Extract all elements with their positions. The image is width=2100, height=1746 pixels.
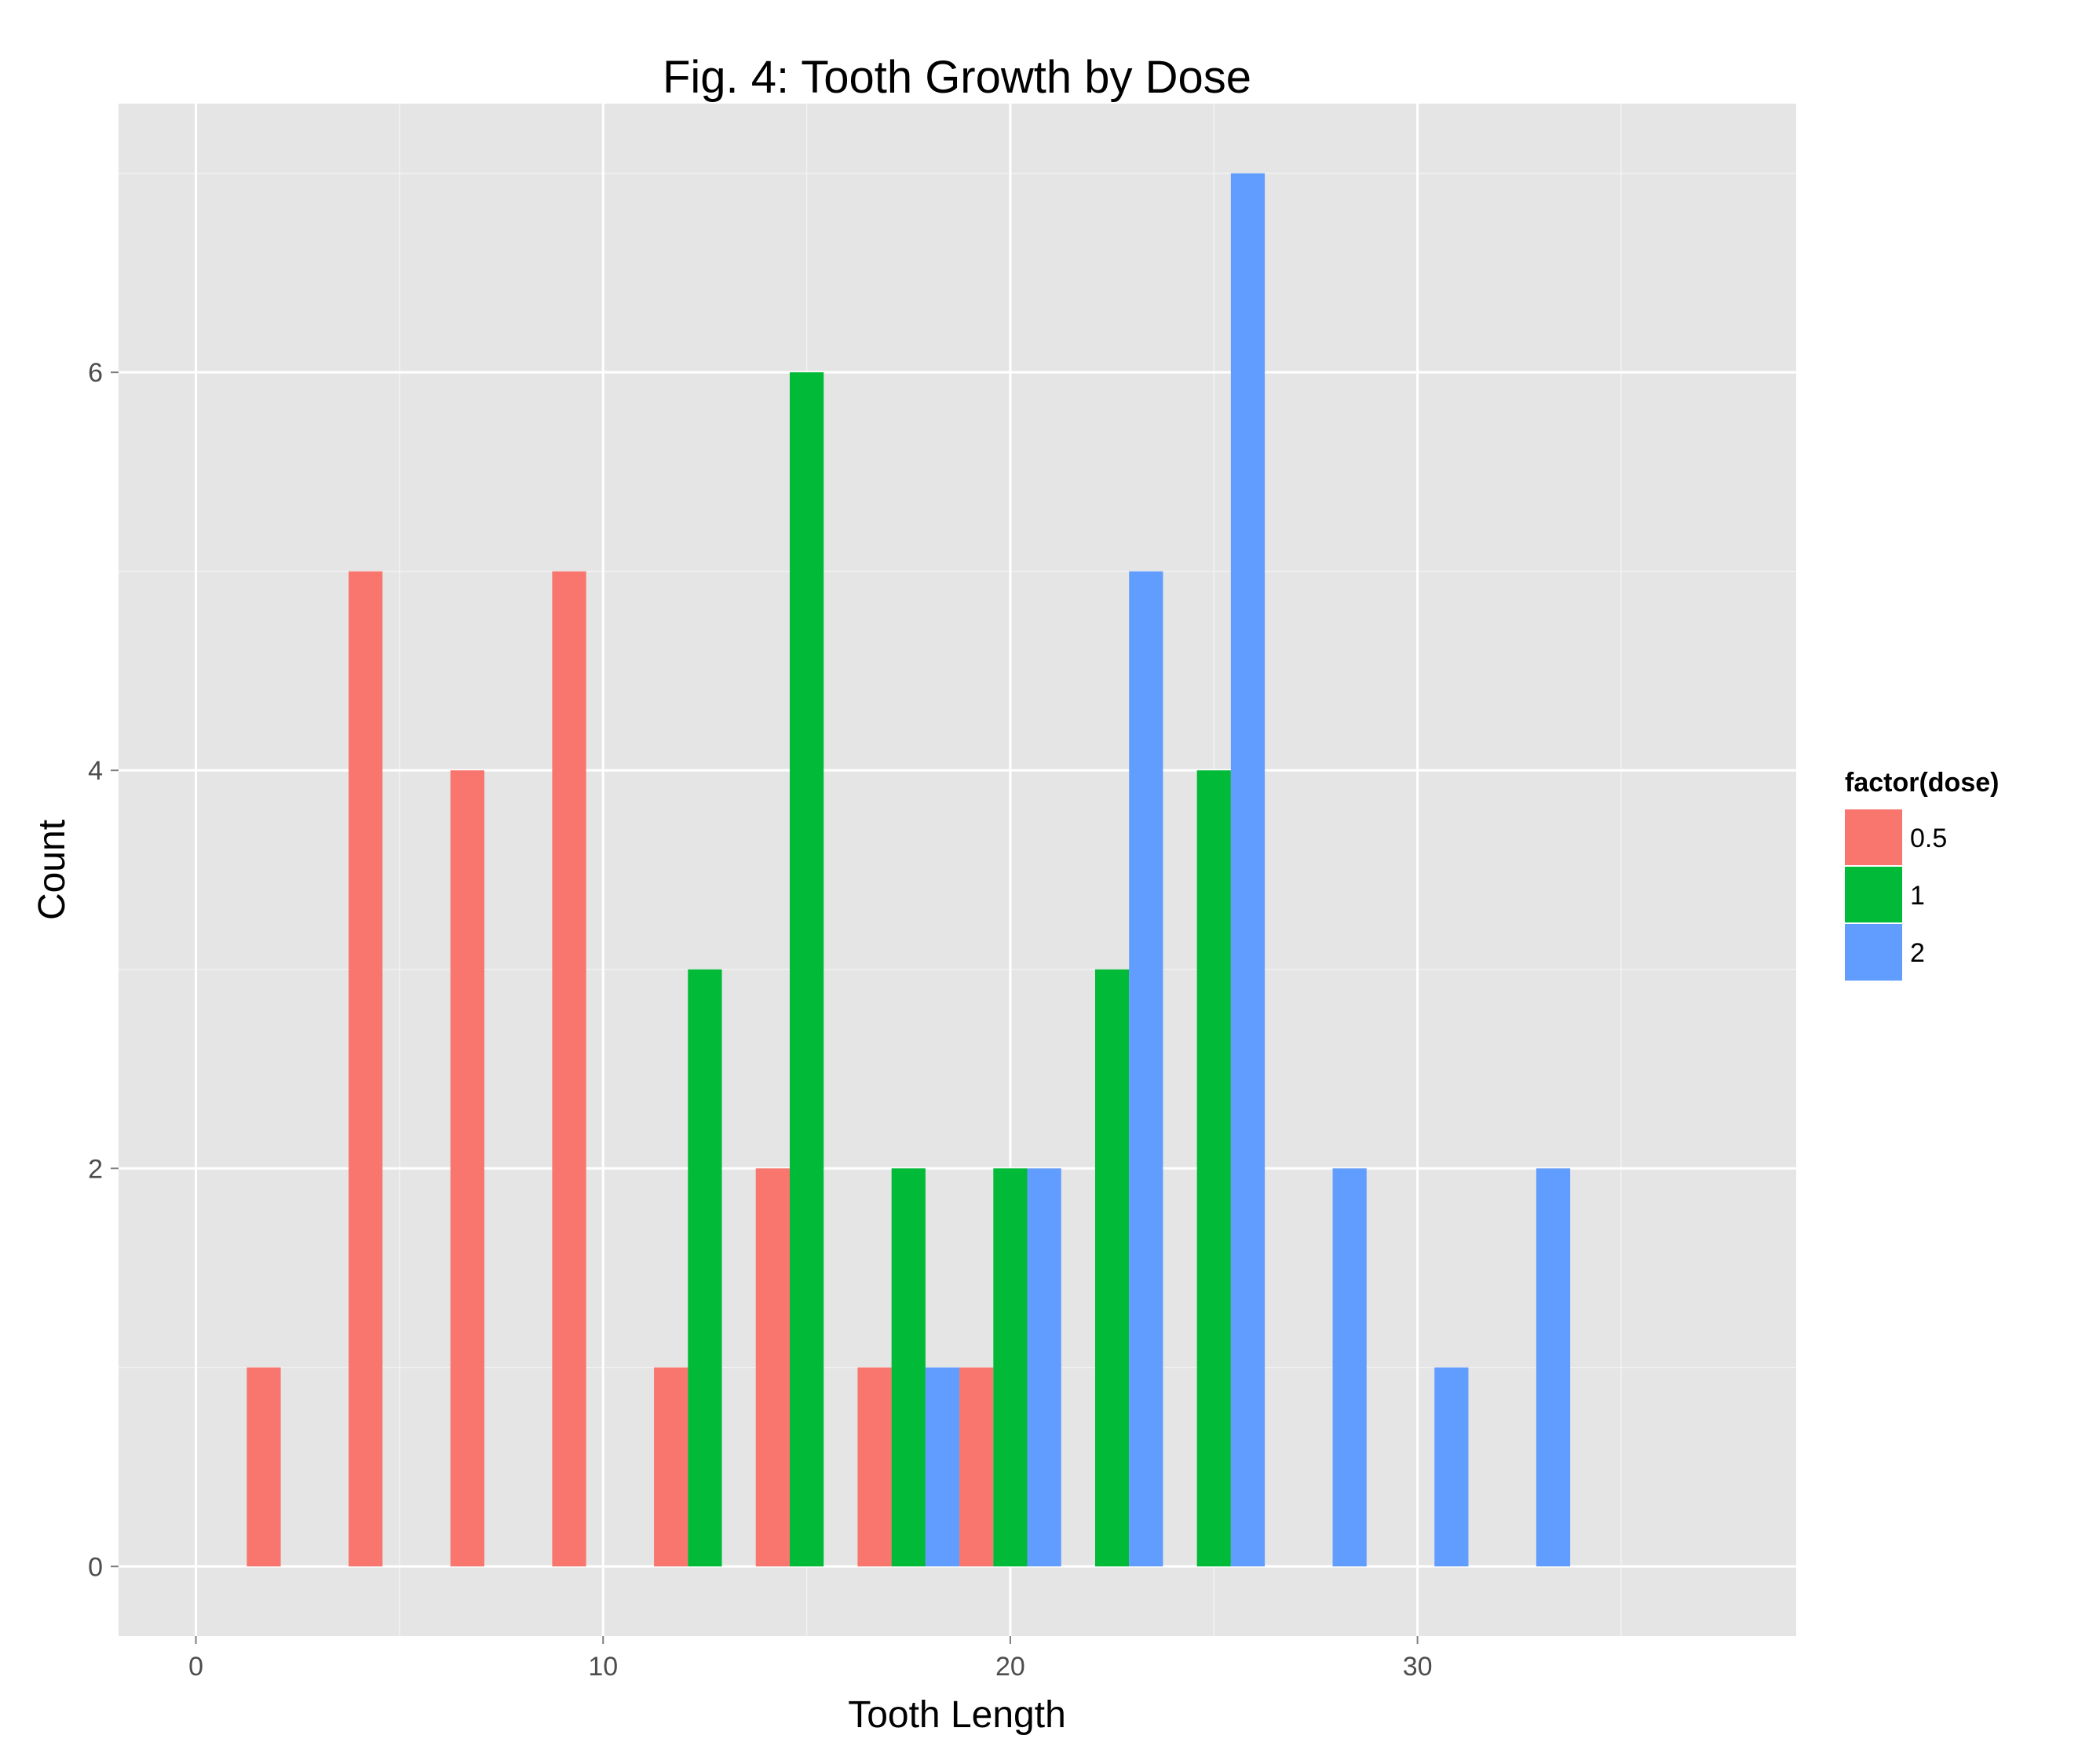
bar-dose-0.5-x7.5 xyxy=(450,770,484,1567)
legend-key-2 xyxy=(1845,923,1902,981)
bar-dose-0.5-x17.5 xyxy=(857,1367,892,1567)
bar-dose-0.5-x5 xyxy=(349,571,383,1567)
legend-entries: 0.5 1 2 xyxy=(1845,808,1947,981)
y-tick-label: 2 xyxy=(88,1154,103,1184)
x-tick-label: 10 xyxy=(588,1652,618,1682)
bar-dose-2-x27.5 xyxy=(1332,1168,1367,1567)
bar-dose-1-x20 xyxy=(993,1168,1028,1567)
bar-dose-0.5-x2.5 xyxy=(247,1367,281,1567)
plot-panel xyxy=(119,104,1796,1636)
bar-dose-1-x17.5 xyxy=(891,1168,926,1567)
bar-dose-0.5-x10 xyxy=(552,571,586,1567)
bar-dose-1-x25 xyxy=(1196,770,1231,1567)
bar-dose-2-x30 xyxy=(1434,1367,1469,1567)
legend-label-0.5: 0.5 xyxy=(1910,824,1947,853)
y-axis: 0 2 4 6 xyxy=(88,358,119,1582)
bar-dose-2-x22.5 xyxy=(1129,571,1163,1567)
legend-label-1: 1 xyxy=(1910,881,1925,911)
bar-dose-0.5-x12.5 xyxy=(654,1367,688,1567)
bars xyxy=(247,173,1571,1567)
bar-dose-2-x25 xyxy=(1230,173,1265,1567)
y-tick-label: 0 xyxy=(88,1552,103,1582)
bar-dose-1-x15 xyxy=(789,372,824,1567)
grid-major xyxy=(119,104,1796,1636)
bar-dose-0.5-x15 xyxy=(755,1168,790,1567)
legend-key-1 xyxy=(1845,866,1902,923)
x-tick-label: 30 xyxy=(1403,1652,1433,1682)
legend-title: factor(dose) xyxy=(1845,768,1999,798)
bar-dose-1-x12.5 xyxy=(688,969,722,1567)
x-tick-label: 20 xyxy=(995,1652,1025,1682)
bar-dose-2-x32.5 xyxy=(1536,1168,1571,1567)
bar-dose-2-x20 xyxy=(1027,1168,1061,1567)
bar-dose-2-x17.5 xyxy=(925,1367,960,1567)
y-tick-label: 6 xyxy=(88,358,103,388)
x-axis: 0 10 20 30 xyxy=(188,1636,1433,1682)
y-tick-label: 4 xyxy=(88,756,103,786)
bar-dose-1-x22.5 xyxy=(1094,969,1130,1567)
legend: factor(dose) 0.5 1 2 xyxy=(1845,768,1999,981)
legend-label-2: 2 xyxy=(1910,938,1925,968)
y-axis-title: Count xyxy=(31,820,73,920)
x-tick-label: 0 xyxy=(188,1652,203,1682)
x-axis-title: Tooth Length xyxy=(848,1694,1066,1736)
bar-dose-0.5-x20 xyxy=(959,1367,994,1567)
chart-title: Fig. 4: Tooth Growth by Dose xyxy=(663,52,1251,103)
legend-key-0.5 xyxy=(1845,809,1902,866)
